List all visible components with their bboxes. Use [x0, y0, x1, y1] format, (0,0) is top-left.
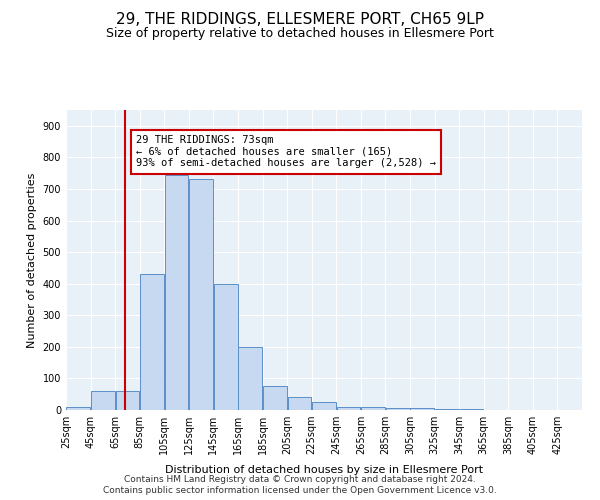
- Bar: [435, 409, 458, 410]
- Bar: [337, 407, 361, 410]
- Text: Contains public sector information licensed under the Open Government Licence v3: Contains public sector information licen…: [103, 486, 497, 495]
- Bar: [190, 180, 213, 410]
- X-axis label: Distribution of detached houses by size in Ellesmere Port: Distribution of detached houses by size …: [165, 466, 483, 475]
- Bar: [386, 408, 410, 410]
- Y-axis label: Number of detached properties: Number of detached properties: [27, 172, 37, 348]
- Text: Size of property relative to detached houses in Ellesmere Port: Size of property relative to detached ho…: [106, 28, 494, 40]
- Bar: [263, 386, 287, 410]
- Bar: [67, 407, 90, 410]
- Text: 29, THE RIDDINGS, ELLESMERE PORT, CH65 9LP: 29, THE RIDDINGS, ELLESMERE PORT, CH65 9…: [116, 12, 484, 28]
- Bar: [312, 402, 336, 410]
- Bar: [91, 391, 115, 410]
- Bar: [140, 274, 164, 410]
- Bar: [410, 408, 434, 410]
- Bar: [361, 407, 385, 410]
- Bar: [214, 284, 238, 410]
- Text: 29 THE RIDDINGS: 73sqm
← 6% of detached houses are smaller (165)
93% of semi-det: 29 THE RIDDINGS: 73sqm ← 6% of detached …: [136, 136, 436, 168]
- Text: Contains HM Land Registry data © Crown copyright and database right 2024.: Contains HM Land Registry data © Crown c…: [124, 475, 476, 484]
- Bar: [165, 174, 188, 410]
- Bar: [287, 398, 311, 410]
- Bar: [238, 347, 262, 410]
- Bar: [116, 391, 139, 410]
